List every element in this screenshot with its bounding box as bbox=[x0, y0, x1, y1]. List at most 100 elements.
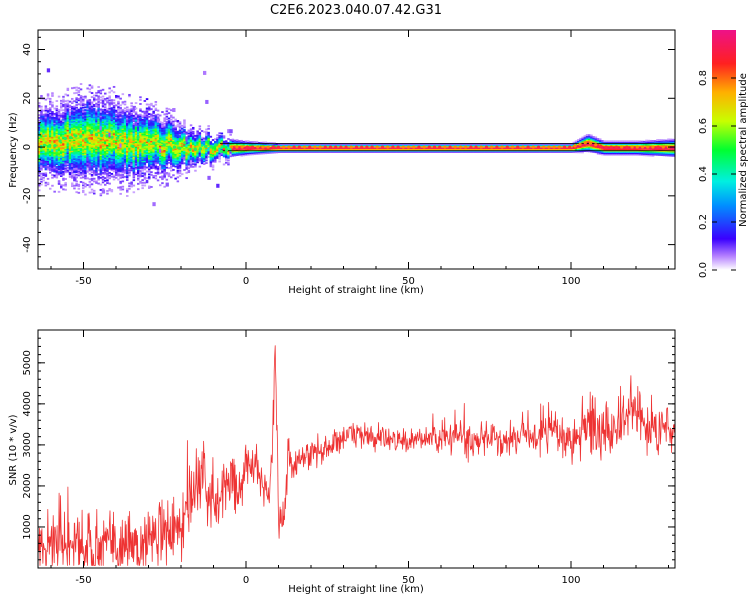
heatmap-cell bbox=[154, 127, 158, 130]
heatmap-speckle bbox=[88, 163, 92, 168]
heatmap-cell bbox=[214, 151, 217, 154]
heatmap-cell bbox=[189, 144, 193, 147]
heatmap-cell bbox=[187, 152, 191, 155]
heatmap-cell bbox=[38, 127, 41, 130]
heatmap-cell bbox=[167, 133, 171, 136]
heatmap-cell bbox=[108, 147, 111, 150]
heatmap-cell bbox=[130, 166, 133, 169]
heatmap-cell bbox=[139, 108, 142, 111]
heatmap-cell bbox=[174, 129, 177, 132]
heatmap-cell bbox=[365, 143, 369, 145]
heatmap-cell bbox=[99, 99, 103, 102]
heatmap-cell bbox=[115, 115, 118, 118]
heatmap-cell bbox=[95, 145, 98, 148]
heatmap-cell bbox=[84, 185, 87, 188]
heatmap-cell bbox=[101, 122, 105, 125]
heatmap-cell bbox=[123, 150, 127, 153]
heatmap-cell bbox=[106, 190, 109, 192]
heatmap-cell bbox=[112, 178, 116, 181]
heatmap-cell bbox=[115, 123, 118, 126]
heatmap-cell bbox=[68, 140, 72, 143]
heatmap-cell bbox=[62, 126, 65, 129]
heatmap-cell bbox=[117, 114, 120, 117]
heatmap-cell bbox=[73, 143, 76, 146]
heatmap-cell bbox=[62, 177, 65, 180]
heatmap-cell bbox=[198, 138, 202, 141]
heatmap-cell bbox=[236, 151, 239, 154]
heatmap-cell bbox=[119, 111, 122, 113]
heatmap-cell bbox=[227, 144, 230, 147]
heatmap-cell bbox=[123, 151, 127, 154]
heatmap-cell bbox=[121, 175, 125, 177]
heatmap-cell bbox=[112, 138, 116, 141]
heatmap-cell bbox=[75, 110, 78, 113]
heatmap-cell bbox=[152, 122, 155, 125]
heatmap-cell bbox=[154, 165, 158, 168]
heatmap-cell bbox=[183, 134, 186, 137]
heatmap-cell bbox=[541, 143, 545, 145]
heatmap-cell bbox=[121, 154, 125, 157]
heatmap-cell bbox=[154, 119, 158, 122]
heatmap-cell bbox=[130, 151, 133, 154]
heatmap-cell bbox=[40, 152, 43, 155]
heatmap-cell bbox=[132, 138, 136, 141]
heatmap-cell bbox=[321, 143, 325, 145]
heatmap-cell bbox=[174, 132, 177, 134]
heatmap-cell bbox=[152, 144, 155, 147]
heatmap-cell bbox=[97, 132, 100, 135]
heatmap-cell bbox=[310, 151, 314, 153]
heatmap-cell bbox=[159, 162, 162, 165]
heatmap-cell bbox=[348, 144, 351, 147]
heatmap-cell bbox=[71, 120, 74, 123]
heatmap-cell bbox=[106, 132, 109, 135]
heatmap-cell bbox=[196, 153, 199, 156]
heatmap-cell bbox=[75, 142, 78, 145]
heatmap-cell bbox=[130, 165, 133, 168]
heatmap-cell bbox=[38, 126, 41, 129]
heatmap-cell bbox=[273, 147, 276, 150]
heatmap-cell bbox=[172, 164, 175, 167]
heatmap-cell bbox=[456, 147, 459, 149]
heatmap-cell bbox=[49, 126, 52, 128]
heatmap-cell bbox=[187, 171, 191, 174]
heatmap-cell bbox=[82, 191, 85, 194]
heatmap-cell bbox=[88, 84, 92, 87]
heatmap-cell bbox=[49, 166, 52, 169]
heatmap-cell bbox=[299, 145, 303, 148]
heatmap-cell bbox=[104, 134, 107, 137]
heatmap-cell bbox=[238, 142, 241, 145]
heatmap-cell bbox=[64, 153, 67, 156]
heatmap-cell bbox=[62, 158, 65, 161]
heatmap-cell bbox=[148, 169, 151, 172]
heatmap-cell bbox=[359, 144, 362, 147]
heatmap-cell bbox=[40, 148, 43, 151]
heatmap-cell bbox=[44, 152, 48, 155]
heatmap-cell bbox=[148, 158, 151, 161]
heatmap-cell bbox=[82, 157, 85, 160]
heatmap-cell bbox=[38, 171, 41, 174]
heatmap-cell bbox=[108, 87, 111, 90]
heatmap-cell bbox=[137, 177, 140, 180]
heatmap-cell bbox=[233, 153, 237, 155]
heatmap-cell bbox=[84, 133, 87, 136]
heatmap-cell bbox=[134, 150, 138, 153]
heatmap-cell bbox=[425, 147, 428, 149]
heatmap-cell bbox=[55, 121, 59, 124]
heatmap-cell bbox=[207, 131, 210, 134]
heatmap-cell bbox=[139, 103, 142, 105]
heatmap-cell bbox=[106, 149, 109, 152]
heatmap-cell bbox=[260, 151, 263, 154]
heatmap-cell bbox=[106, 136, 109, 139]
heatmap-cell bbox=[97, 141, 100, 143]
heatmap-cell bbox=[117, 107, 120, 110]
heatmap-cell bbox=[242, 146, 246, 149]
heatmap-cell bbox=[198, 150, 202, 153]
heatmap-cell bbox=[150, 114, 153, 117]
heatmap-cell bbox=[93, 128, 96, 131]
heatmap-cell bbox=[126, 157, 129, 160]
heatmap-cell bbox=[286, 144, 290, 147]
heatmap-cell bbox=[218, 135, 221, 137]
heatmap-cell bbox=[117, 178, 120, 181]
heatmap-cell bbox=[189, 164, 193, 167]
heatmap-cell bbox=[60, 99, 63, 102]
